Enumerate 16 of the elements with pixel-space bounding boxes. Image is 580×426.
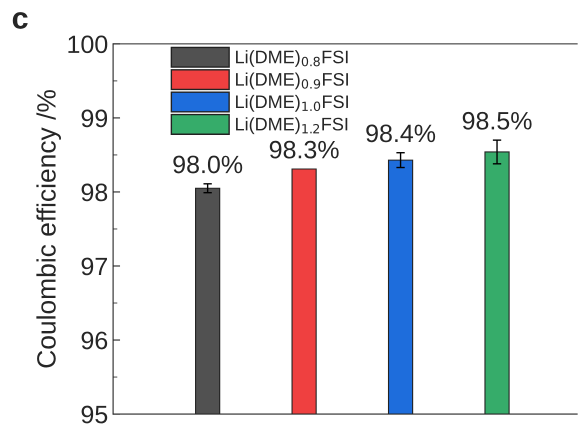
data-label: 98.4% [366,124,436,142]
y-tick-label: 99 [82,110,108,128]
y-tick-label: 97 [82,258,107,276]
legend-label: Li(DME)$_{0.8}$FSI [236,50,348,67]
y-tick-label: 100 [68,35,108,54]
data-label: 98.5% [462,112,532,130]
y-axis-title: Coulombic efficiency /% [36,90,61,368]
legend-label: Li(DME)$_{1.2}$FSI [236,117,348,134]
data-label: 98.0% [173,156,242,174]
text: c [12,12,28,29]
legend-label: Li(DME)$_{1.0}$FSI [236,94,348,112]
legend-label: Li(DME)$_{0.9}$FSI [236,72,348,90]
data-label: 98.3% [270,140,339,159]
y-tick-label: 98 [82,184,108,202]
y-tick-label: 96 [82,332,108,350]
y-tick-label: 95 [82,406,108,424]
